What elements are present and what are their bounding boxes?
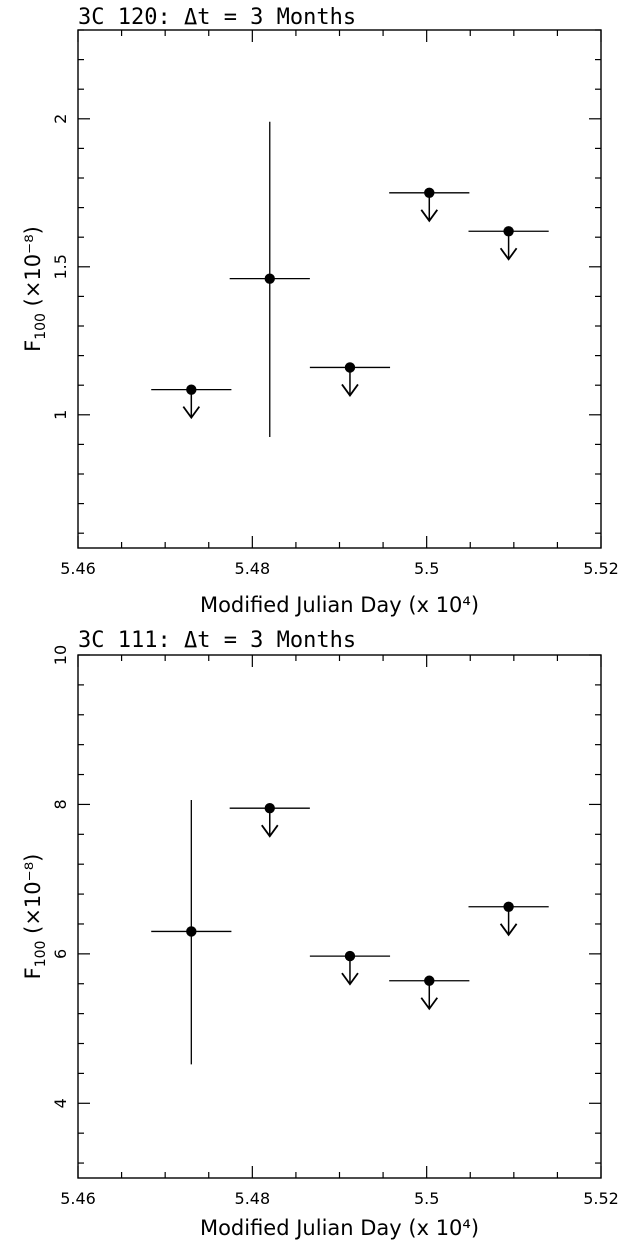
data-point-2 xyxy=(229,802,310,838)
chart-3c120: 3C 120: Δt = 3 Months 5.46 5.48 5.5 5.52 1 1.5… xyxy=(21,5,619,617)
x-axis-label: Modified Julian Day (x 10⁴) xyxy=(200,593,479,617)
x-tick-label: 5.48 xyxy=(235,559,271,578)
data-point-5 xyxy=(468,226,549,261)
data-marker xyxy=(344,950,356,962)
plot-frame xyxy=(77,29,602,549)
y-tick-label: 10 xyxy=(51,645,70,665)
data-marker xyxy=(264,273,275,284)
x-tick-label: 5.52 xyxy=(583,559,619,578)
data-marker xyxy=(344,362,356,373)
upper-limit-arrow-head xyxy=(499,247,518,261)
data-marker xyxy=(186,384,197,395)
data-marker xyxy=(503,901,514,912)
x-tick-label: 5.5 xyxy=(414,559,439,578)
y-axis-label-tail: (×10⁻⁸) xyxy=(21,854,45,941)
data-marker xyxy=(424,975,435,986)
x-axis-label: Modified Julian Day (x 10⁴) xyxy=(200,1216,479,1240)
x-tick-label: 5.46 xyxy=(60,559,96,578)
x-tick-label: 5.5 xyxy=(414,1189,439,1208)
y-tick-label: 8 xyxy=(51,799,70,809)
upper-limit-arrow-head xyxy=(182,406,201,420)
chart-title: 3C 120: Δt = 3 Months xyxy=(78,5,356,30)
data-point-4 xyxy=(389,975,470,1011)
data-point-4 xyxy=(389,187,470,223)
data-point-1 xyxy=(151,384,232,420)
y-axis-label-sub: 100 xyxy=(33,941,49,968)
data-point-3 xyxy=(309,950,391,986)
data-marker xyxy=(424,187,435,198)
data-point-1 xyxy=(151,799,232,1065)
y-axis-label: F100 (×10⁻⁸) xyxy=(21,226,49,352)
data-point-5 xyxy=(468,901,549,937)
y-axis-label-tail: (×10⁻⁸) xyxy=(21,226,45,313)
upper-limit-arrow-head xyxy=(341,383,359,397)
y-axis-label-sub: 100 xyxy=(33,313,49,340)
y-axis-label-main: F xyxy=(21,967,45,979)
data-marker xyxy=(264,802,275,814)
upper-limit-arrow-head xyxy=(499,923,518,937)
data-marker xyxy=(503,226,514,237)
chart-3c111: 3C 111: Δt = 3 Months 5.46 5.48 5.5 5.52 4 6 8 1… xyxy=(21,628,619,1240)
y-axis-label-main: F xyxy=(21,340,45,352)
x-tick-label: 5.46 xyxy=(60,1189,96,1208)
upper-limit-arrow-head xyxy=(261,824,279,838)
upper-limit-arrow-head xyxy=(420,209,439,223)
y-tick-label: 2 xyxy=(51,114,70,124)
x-tick-label: 5.48 xyxy=(235,1189,271,1208)
y-tick-label: 6 xyxy=(51,949,70,959)
plot-frame xyxy=(77,654,602,1179)
upper-limit-arrow-head xyxy=(341,972,359,986)
y-axis-label: F100 (×10⁻⁸) xyxy=(21,854,49,980)
y-tick-label: 4 xyxy=(51,1098,70,1108)
chart-title: 3C 111: Δt = 3 Months xyxy=(78,628,356,653)
data-point-2 xyxy=(229,121,310,437)
data-marker xyxy=(186,926,197,937)
y-tick-label: 1.5 xyxy=(51,254,70,279)
y-tick-label: 1 xyxy=(51,410,70,420)
upper-limit-arrow-head xyxy=(420,997,439,1011)
data-point-3 xyxy=(309,362,391,397)
x-tick-label: 5.52 xyxy=(583,1189,619,1208)
